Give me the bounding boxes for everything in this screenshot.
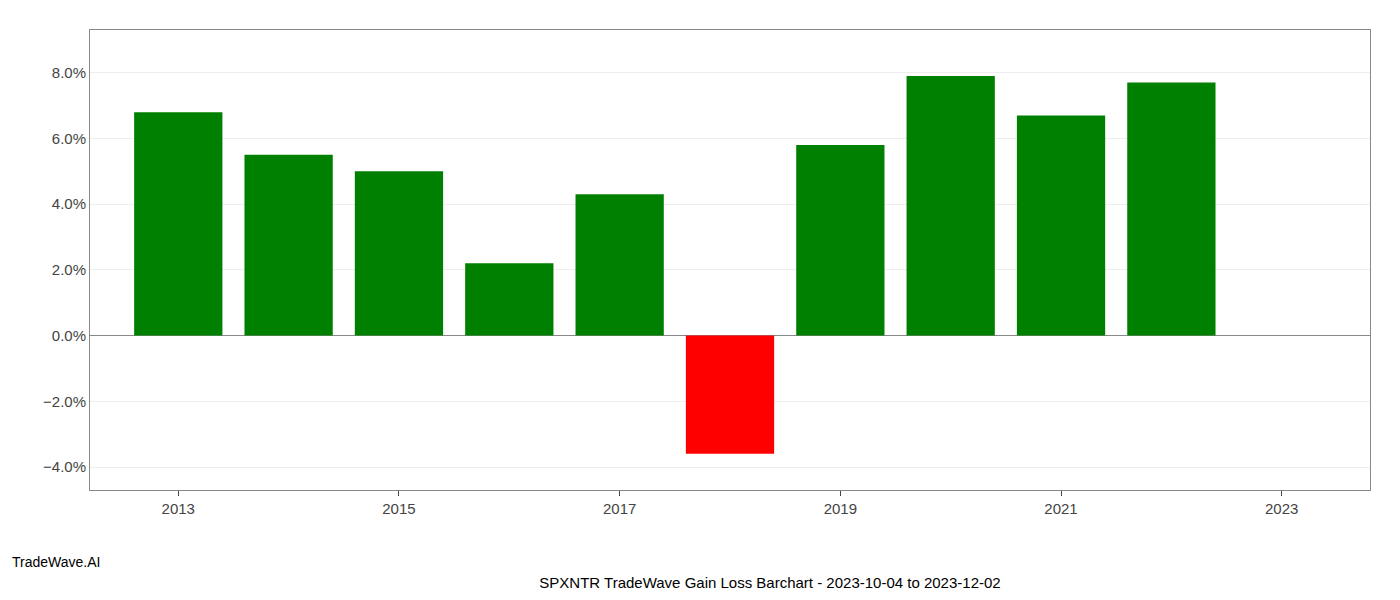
svg-text:8.0%: 8.0%: [52, 64, 86, 81]
svg-text:2.0%: 2.0%: [52, 261, 86, 278]
svg-text:2013: 2013: [162, 500, 195, 517]
svg-text:−4.0%: −4.0%: [43, 458, 86, 475]
svg-text:2019: 2019: [824, 500, 857, 517]
svg-text:4.0%: 4.0%: [52, 195, 86, 212]
svg-text:SPXNTR TradeWave Gain Loss Bar: SPXNTR TradeWave Gain Loss Barchart - 20…: [539, 574, 1000, 591]
svg-text:0.0%: 0.0%: [52, 327, 86, 344]
svg-text:2023: 2023: [1265, 500, 1298, 517]
svg-text:TradeWave.AI: TradeWave.AI: [12, 554, 100, 570]
svg-text:6.0%: 6.0%: [52, 130, 86, 147]
svg-text:2017: 2017: [603, 500, 636, 517]
svg-text:2021: 2021: [1044, 500, 1077, 517]
svg-text:2015: 2015: [382, 500, 415, 517]
svg-text:−2.0%: −2.0%: [43, 393, 86, 410]
